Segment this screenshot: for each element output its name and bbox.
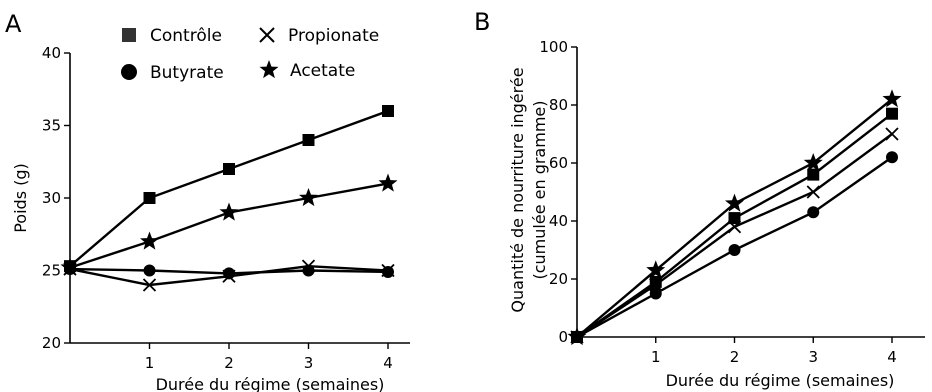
y-axis-title-line1: Quantité de nourriture ingérée bbox=[508, 67, 527, 312]
y-axis-title-line2: (cumulée en gramme) bbox=[530, 101, 549, 280]
y-tick-label: 30 bbox=[42, 189, 61, 207]
data-point-acetate bbox=[139, 231, 160, 250]
x-tick-label: 3 bbox=[304, 354, 314, 372]
x-tick-label: 1 bbox=[145, 354, 155, 372]
legend-x-marker bbox=[259, 27, 275, 43]
x-tick-label: 3 bbox=[808, 348, 818, 366]
y-tick-label: 20 bbox=[549, 270, 568, 288]
data-point-acetate bbox=[298, 188, 319, 207]
legend-label-acetate: Acetate bbox=[290, 61, 355, 81]
legend-star-marker bbox=[259, 60, 279, 79]
data-point-butyrate bbox=[143, 264, 156, 277]
data-point-butyrate bbox=[649, 287, 662, 300]
data-point-controle bbox=[649, 275, 662, 288]
x-tick-label: 4 bbox=[383, 354, 393, 372]
series-line-propionate bbox=[576, 133, 893, 339]
x-tick-label: 4 bbox=[887, 348, 897, 366]
y-tick-label: 60 bbox=[549, 154, 568, 172]
series-butyrate bbox=[571, 151, 898, 343]
data-point-acetate bbox=[803, 153, 823, 172]
chart-b: 0 20 40 60 80 100 1 2 3 4 Quantité de nourriture… bbox=[508, 38, 925, 390]
data-point-acetate bbox=[378, 173, 398, 192]
y-axis-title: Poids (g) bbox=[11, 163, 30, 233]
x-axis-title: Durée du régime (semaines) bbox=[666, 371, 895, 390]
data-point-propionate bbox=[142, 278, 157, 292]
data-point-propionate bbox=[649, 278, 663, 292]
data-point-controle bbox=[223, 163, 235, 175]
y-tick-label: 25 bbox=[42, 262, 61, 280]
legend-item-butyrate: Butyrate bbox=[121, 63, 224, 83]
series-propionate bbox=[570, 127, 899, 344]
chart-a: 20 25 30 35 40 1 2 3 4 Poids (g) Durée du régim… bbox=[11, 44, 410, 392]
x-tick-label: 1 bbox=[651, 348, 661, 366]
y-tick-label: 80 bbox=[549, 96, 568, 114]
data-point-propionate bbox=[727, 220, 742, 234]
y-tick-label: 20 bbox=[42, 334, 61, 352]
y-tick-label: 100 bbox=[539, 38, 568, 56]
legend-square-marker bbox=[122, 28, 136, 42]
y-tick-label: 0 bbox=[558, 328, 568, 346]
series-acetate bbox=[567, 89, 902, 346]
data-point-acetate bbox=[567, 327, 587, 346]
data-point-acetate bbox=[724, 193, 745, 212]
series-line-controle bbox=[576, 112, 893, 338]
data-point-acetate bbox=[646, 260, 666, 279]
data-point-butyrate bbox=[223, 267, 235, 280]
series-line-controle bbox=[69, 109, 389, 268]
legend: Contrôle Propionate Butyrate Acetate bbox=[121, 26, 379, 83]
y-tick-label: 40 bbox=[549, 212, 568, 230]
data-point-butyrate bbox=[382, 265, 394, 278]
legend-label-propionate: Propionate bbox=[288, 26, 379, 46]
data-point-propionate bbox=[806, 185, 820, 199]
x-tick-label: 2 bbox=[730, 348, 740, 366]
legend-item-propionate: Propionate bbox=[259, 26, 379, 46]
legend-label-controle: Contrôle bbox=[150, 26, 222, 46]
legend-circle-marker bbox=[121, 64, 137, 80]
data-point-acetate bbox=[60, 257, 80, 276]
data-point-controle bbox=[886, 107, 898, 120]
data-point-acetate bbox=[219, 202, 239, 221]
x-tick-label: 2 bbox=[224, 354, 234, 372]
series-controle bbox=[64, 105, 394, 273]
panel-a-letter: A bbox=[5, 10, 22, 38]
data-point-controle bbox=[302, 134, 315, 146]
y-tick-label: 40 bbox=[42, 44, 61, 62]
data-point-butyrate bbox=[728, 244, 741, 256]
series-acetate bbox=[60, 173, 398, 276]
legend-label-butyrate: Butyrate bbox=[150, 63, 224, 83]
x-axis-title: Durée du régime (semaines) bbox=[156, 375, 385, 392]
legend-item-acetate: Acetate bbox=[259, 60, 355, 81]
y-tick-label: 35 bbox=[42, 117, 61, 135]
data-point-controle bbox=[382, 105, 394, 117]
panel-b-letter: B bbox=[474, 8, 490, 36]
data-point-propionate bbox=[885, 127, 899, 141]
data-point-butyrate bbox=[886, 151, 898, 164]
data-point-controle bbox=[143, 192, 156, 204]
data-point-acetate bbox=[882, 89, 902, 108]
data-point-butyrate bbox=[302, 264, 315, 277]
data-point-controle bbox=[807, 168, 820, 181]
data-point-controle bbox=[728, 212, 741, 225]
data-point-butyrate bbox=[807, 206, 820, 219]
legend-item-controle: Contrôle bbox=[122, 26, 222, 46]
